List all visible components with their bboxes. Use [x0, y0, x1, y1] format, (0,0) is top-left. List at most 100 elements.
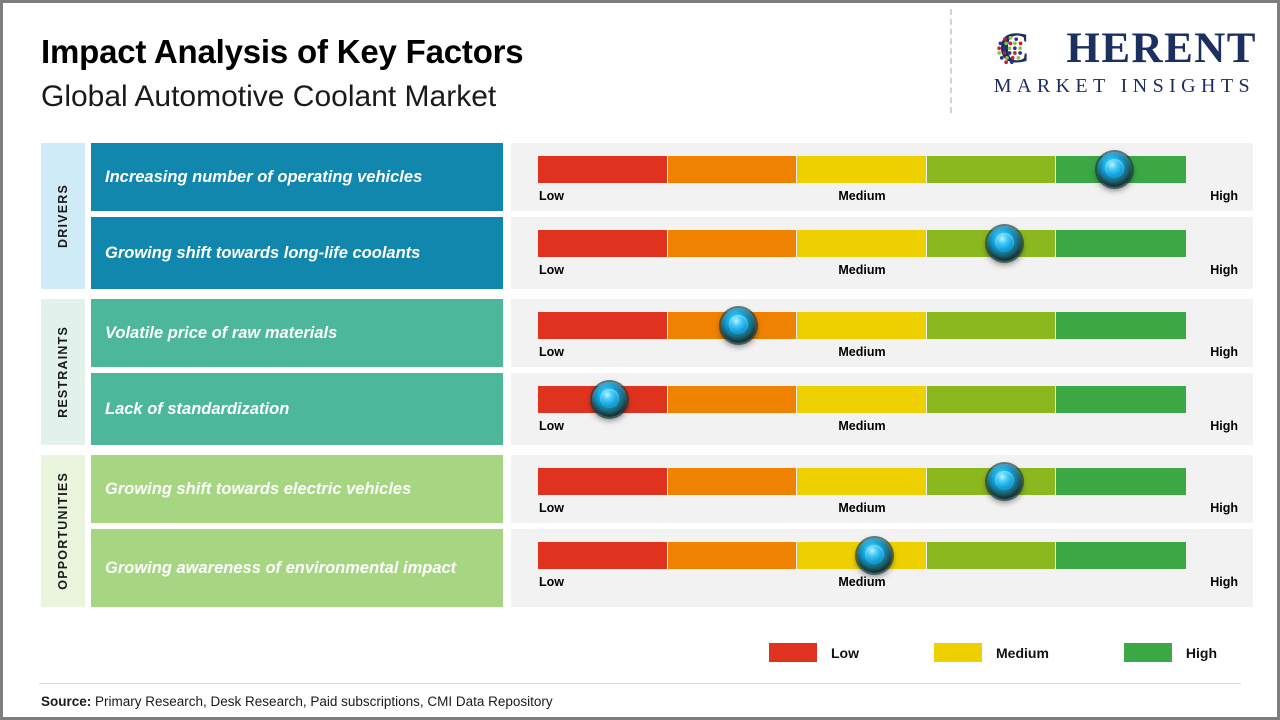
scale-label-high: High: [1210, 345, 1238, 359]
gauge-bar: [538, 542, 1186, 569]
scale-label-low: Low: [539, 419, 564, 433]
coherent-market-insights-logo: COHERENT: [957, 25, 1257, 105]
gauge-segment-5: [1056, 468, 1186, 495]
factor-label: Growing awareness of environmental impac…: [91, 529, 503, 607]
gauge-bar: [538, 230, 1186, 257]
factor-row[interactable]: Growing shift towards electric vehicles L…: [85, 455, 1277, 523]
gauge-segment-5: [1056, 542, 1186, 569]
impact-gauge[interactable]: Low Medium High: [511, 373, 1253, 445]
factor-row[interactable]: Growing shift towards long-life coolants…: [85, 217, 1277, 289]
legend-swatch: [934, 643, 982, 662]
category-tab: OPPORTUNITIES: [41, 455, 85, 607]
group-rows: Increasing number of operating vehicles L…: [85, 143, 1277, 289]
factor-label: Increasing number of operating vehicles: [91, 143, 503, 211]
gauge-segment-4: [926, 542, 1057, 569]
impact-group: DRIVERS Increasing number of operating ve…: [3, 143, 1277, 289]
scale-label-low: Low: [539, 189, 564, 203]
impact-gauge[interactable]: Low Medium High: [511, 455, 1253, 523]
scale-label-medium: Medium: [838, 575, 886, 589]
impact-gauge[interactable]: Low Medium High: [511, 299, 1253, 367]
logo-wordmark: COHERENT: [957, 25, 1257, 73]
globe-icon: [997, 35, 1023, 65]
legend: Low Medium High: [3, 643, 1277, 662]
factor-row[interactable]: Growing awareness of environmental impac…: [85, 529, 1277, 607]
title-block: Impact Analysis of Key Factors Global Au…: [41, 31, 524, 117]
gauge-bar: [538, 468, 1186, 495]
gauge-segment-2: [667, 386, 798, 413]
gauge-scale-labels: Low Medium High: [538, 345, 1238, 365]
impact-marker[interactable]: [857, 538, 893, 573]
source-note: Source: Primary Research, Desk Research,…: [41, 694, 553, 709]
logo-word-right: HERENT: [1066, 25, 1257, 72]
factor-label: Growing shift towards long-life coolants: [91, 217, 503, 289]
category-label: DRIVERS: [56, 184, 70, 248]
gauge-bar: [538, 386, 1186, 413]
impact-matrix: DRIVERS Increasing number of operating ve…: [3, 143, 1277, 617]
footer-divider: [39, 683, 1241, 684]
gauge-segment-3: [797, 386, 927, 413]
legend-swatch: [769, 643, 817, 662]
gauge-segment-3: [797, 156, 927, 183]
scale-label-medium: Medium: [838, 189, 886, 203]
legend-label: Medium: [996, 644, 1049, 661]
scale-label-medium: Medium: [838, 263, 886, 277]
gauge-scale-labels: Low Medium High: [538, 575, 1238, 595]
source-label: Source:: [41, 694, 92, 709]
gauge-bar: [538, 312, 1186, 339]
factor-row[interactable]: Lack of standardization Low Medium High: [85, 373, 1277, 445]
gauge-segment-2: [667, 156, 798, 183]
gauge-segment-4: [926, 312, 1057, 339]
scale-label-medium: Medium: [838, 419, 886, 433]
group-rows: Volatile price of raw materials Low Medium…: [85, 299, 1277, 445]
impact-gauge[interactable]: Low Medium High: [511, 143, 1253, 211]
factor-row[interactable]: Volatile price of raw materials Low Medium…: [85, 299, 1277, 367]
impact-marker[interactable]: [1097, 152, 1133, 187]
gauge-inner: Low Medium High: [538, 373, 1238, 445]
gauge-segment-1: [538, 468, 668, 495]
gauge-segment-1: [538, 230, 668, 257]
impact-marker[interactable]: [721, 308, 757, 343]
category-label: RESTRAINTS: [56, 326, 70, 418]
scale-label-low: Low: [539, 575, 564, 589]
source-text: Primary Research, Desk Research, Paid su…: [91, 694, 553, 709]
gauge-segment-1: [538, 542, 668, 569]
legend-item: Low: [769, 643, 859, 662]
gauge-segment-3: [797, 468, 927, 495]
factor-row[interactable]: Increasing number of operating vehicles L…: [85, 143, 1277, 211]
impact-group: OPPORTUNITIES Growing shift towards elect…: [3, 455, 1277, 607]
legend-item: High: [1123, 643, 1217, 662]
gauge-scale-labels: Low Medium High: [538, 419, 1238, 439]
gauge-segment-5: [1056, 312, 1186, 339]
legend-label: Low: [831, 644, 859, 661]
impact-marker[interactable]: [987, 464, 1023, 499]
gauge-segment-2: [667, 542, 798, 569]
category-label: OPPORTUNITIES: [56, 472, 70, 590]
impact-marker[interactable]: [591, 382, 627, 417]
impact-group: RESTRAINTS Volatile price of raw material…: [3, 299, 1277, 445]
scale-label-medium: Medium: [838, 345, 886, 359]
impact-marker[interactable]: [987, 226, 1023, 261]
gauge-inner: Low Medium High: [538, 299, 1238, 367]
legend-item: Medium: [934, 643, 1049, 662]
gauge-inner: Low Medium High: [538, 455, 1238, 523]
factor-label: Volatile price of raw materials: [91, 299, 503, 367]
category-tab: RESTRAINTS: [41, 299, 85, 445]
page-subtitle: Global Automotive Coolant Market: [41, 80, 497, 113]
gauge-segment-5: [1056, 386, 1186, 413]
scale-label-high: High: [1210, 419, 1238, 433]
gauge-segment-2: [667, 230, 798, 257]
logo-tagline: MARKET INSIGHTS: [993, 75, 1255, 97]
gauge-inner: Low Medium High: [538, 529, 1238, 607]
gauge-segment-3: [797, 230, 927, 257]
scale-label-low: Low: [539, 263, 564, 277]
impact-gauge[interactable]: Low Medium High: [511, 217, 1253, 289]
gauge-bar: [538, 156, 1186, 183]
gauge-segment-3: [797, 312, 927, 339]
scale-label-low: Low: [539, 345, 564, 359]
impact-gauge[interactable]: Low Medium High: [511, 529, 1253, 607]
header-dashed-divider: [950, 9, 952, 113]
scale-label-high: High: [1210, 501, 1238, 515]
scale-label-high: High: [1210, 263, 1238, 277]
page-title: Impact Analysis of Key Factors: [41, 33, 524, 70]
